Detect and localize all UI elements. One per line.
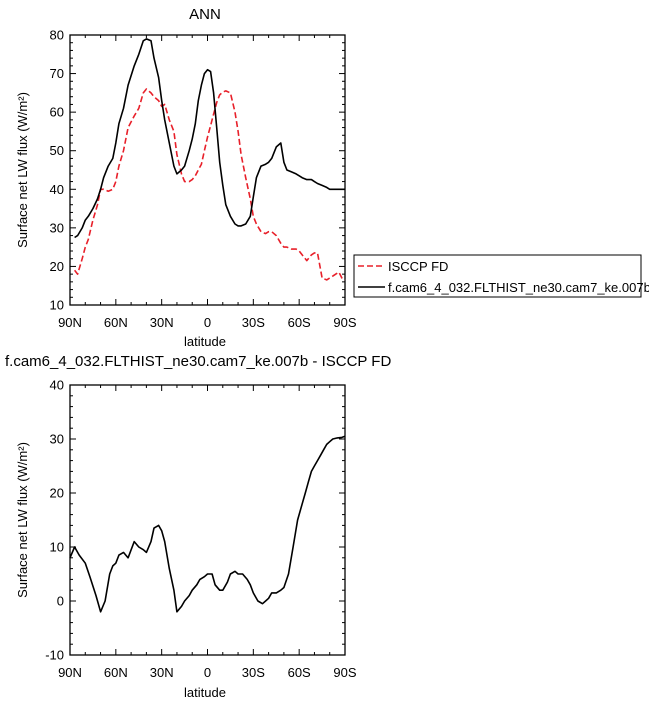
series-line-f-cam6-4-032-flthist-ne30-cam7-ke-007b bbox=[74, 38, 345, 239]
bottom-y-axis-label: Surface net LW flux (W/m²) bbox=[15, 442, 30, 598]
legend-label-model: f.cam6_4_032.FLTHIST_ne30.cam7_ke.007b bbox=[388, 280, 649, 295]
y-tick-label: 30 bbox=[50, 432, 64, 447]
x-tick-label: 60N bbox=[104, 665, 128, 680]
x-tick-label: 90S bbox=[333, 315, 356, 330]
top-chart-title: ANN bbox=[189, 6, 221, 23]
top-y-axis-label: Surface net LW flux (W/m²) bbox=[15, 92, 30, 248]
bottom-x-axis-ticks: 90N 60N 30N 0 30S 60S 90S bbox=[58, 385, 357, 680]
y-tick-label: 40 bbox=[50, 378, 64, 393]
x-tick-label: 30N bbox=[150, 315, 174, 330]
top-plot-frame bbox=[69, 34, 346, 306]
y-tick-label: 10 bbox=[50, 298, 64, 313]
x-tick-label: 30S bbox=[242, 665, 265, 680]
y-tick-label: 80 bbox=[50, 28, 64, 43]
y-tick-label: 20 bbox=[50, 259, 64, 274]
legend: ISCCP FD f.cam6_4_032.FLTHIST_ne30.cam7_… bbox=[353, 254, 649, 298]
y-tick-label: 50 bbox=[50, 143, 64, 158]
x-tick-label: 60S bbox=[288, 665, 311, 680]
y-tick-label: 20 bbox=[50, 486, 64, 501]
top-line-chart: ANN 10 20 30 40 50 60 70 80 90N 60N 30N 0 30S 60S 90S… bbox=[15, 6, 649, 349]
x-tick-label: 60N bbox=[104, 315, 128, 330]
top-series-group bbox=[73, 38, 346, 281]
y-tick-label: 0 bbox=[57, 594, 64, 609]
x-tick-label: 0 bbox=[204, 315, 211, 330]
x-tick-label: 90S bbox=[333, 665, 356, 680]
x-tick-label: 30S bbox=[242, 315, 265, 330]
top-y-axis-ticks: 10 20 30 40 50 60 70 80 bbox=[50, 28, 345, 313]
bottom-chart-title: f.cam6_4_032.FLTHIST_ne30.cam7_ke.007b -… bbox=[5, 353, 391, 370]
top-x-axis-label: latitude bbox=[184, 334, 226, 349]
x-tick-label: 90N bbox=[58, 315, 82, 330]
series-line-0 bbox=[69, 435, 346, 613]
series-line-isccp-fd bbox=[73, 88, 346, 281]
bottom-plot-frame bbox=[69, 384, 346, 656]
bottom-x-axis-label: latitude bbox=[184, 685, 226, 700]
legend-box bbox=[353, 254, 642, 298]
y-tick-label: 40 bbox=[50, 182, 64, 197]
bottom-series-group bbox=[69, 435, 346, 613]
y-tick-label: 10 bbox=[50, 540, 64, 555]
x-tick-label: 30N bbox=[150, 665, 174, 680]
bottom-y-axis-ticks: -10 0 10 20 30 40 bbox=[45, 378, 345, 663]
y-tick-label: -10 bbox=[45, 648, 64, 663]
bottom-line-chart: f.cam6_4_032.FLTHIST_ne30.cam7_ke.007b -… bbox=[5, 353, 391, 700]
y-tick-label: 30 bbox=[50, 220, 64, 235]
x-tick-label: 90N bbox=[58, 665, 82, 680]
x-tick-label: 60S bbox=[288, 315, 311, 330]
x-tick-label: 0 bbox=[204, 665, 211, 680]
y-tick-label: 60 bbox=[50, 105, 64, 120]
top-x-axis-ticks: 90N 60N 30N 0 30S 60S 90S bbox=[58, 35, 357, 330]
legend-label-isccp: ISCCP FD bbox=[388, 259, 448, 274]
y-tick-label: 70 bbox=[50, 66, 64, 81]
